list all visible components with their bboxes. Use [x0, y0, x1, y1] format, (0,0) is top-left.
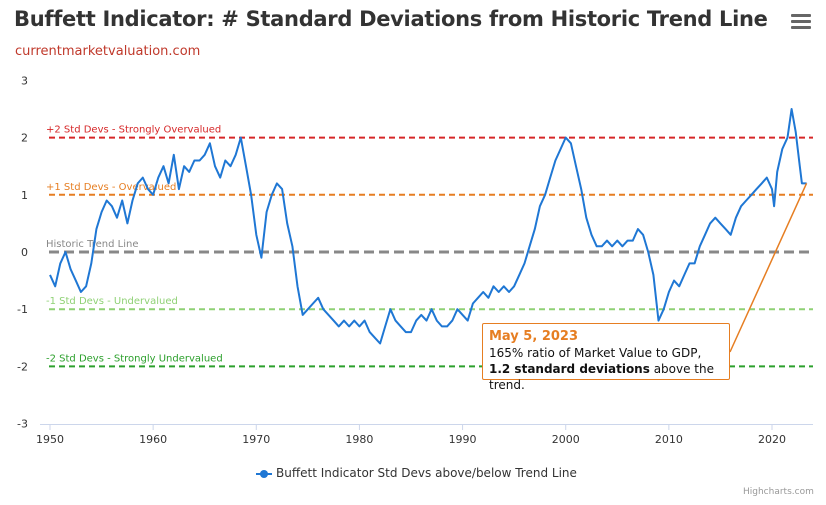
y-tick-label: 1 [21, 189, 28, 202]
reference-line-label: +2 Std Devs - Strongly Overvalued [46, 125, 221, 136]
x-tick-label: 1970 [242, 433, 270, 446]
reference-line-label: -1 Std Devs - Undervalued [46, 296, 178, 307]
y-tick-label: -3 [17, 418, 28, 431]
x-tick-label: 1950 [36, 433, 64, 446]
chart-plot: +2 Std Devs - Strongly Overvalued+1 Std … [0, 0, 826, 505]
annotation-line2-bold: 1.2 standard deviations [489, 362, 650, 376]
y-tick-label: -1 [17, 303, 28, 316]
x-tick-label: 2020 [758, 433, 786, 446]
x-tick-label: 2000 [552, 433, 580, 446]
legend-item[interactable]: Buffett Indicator Std Devs above/below T… [256, 466, 577, 480]
reference-line-label: -2 Std Devs - Strongly Undervalued [46, 353, 223, 364]
y-tick-label: 0 [21, 246, 28, 259]
x-tick-label: 1980 [345, 433, 373, 446]
y-tick-label: 3 [21, 74, 28, 87]
annotation-title: May 5, 2023 [489, 329, 723, 345]
y-tick-label: -2 [17, 360, 28, 373]
annotation-line2: 1.2 standard deviations above the trend. [489, 361, 723, 393]
x-tick-label: 1960 [139, 433, 167, 446]
reference-line-label: Historic Trend Line [46, 239, 139, 250]
legend-label: Buffett Indicator Std Devs above/below T… [276, 466, 577, 480]
annotation-layer [730, 183, 807, 352]
x-tick-label: 2010 [655, 433, 683, 446]
x-tick-label: 1990 [449, 433, 477, 446]
annotation-connector [730, 183, 807, 352]
credits-link[interactable]: Highcharts.com [743, 487, 814, 497]
legend-marker-icon [256, 469, 272, 479]
annotation-callout: May 5, 2023 165% ratio of Market Value t… [482, 323, 730, 380]
y-tick-label: 2 [21, 132, 28, 145]
annotation-line1: 165% ratio of Market Value to GDP, [489, 345, 723, 361]
